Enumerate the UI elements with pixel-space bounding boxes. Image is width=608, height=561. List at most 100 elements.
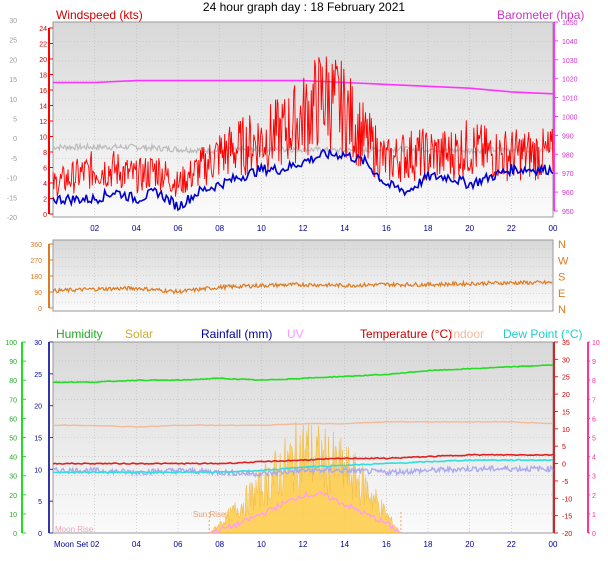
- uv-axis-tick: 1: [592, 512, 596, 519]
- x-tick: 14: [340, 224, 349, 233]
- baro-axis-tick: 960: [562, 190, 574, 197]
- temp-axis-tick: 15: [562, 409, 570, 416]
- humidity-axis-tick: 30: [9, 474, 17, 481]
- x-tick: 06: [174, 540, 183, 549]
- outer-axis-tick: 25: [9, 38, 17, 45]
- rain-axis-tick: 10: [34, 467, 42, 474]
- temp-axis-tick: 20: [562, 392, 570, 399]
- humidity-legend: Humidity: [56, 327, 103, 341]
- wind-axis-tick: 12: [39, 119, 47, 126]
- humidity-line: [52, 363, 554, 384]
- x-tick: 12: [299, 540, 308, 549]
- dir-axis-tick: 360: [30, 242, 42, 249]
- x-tick: 20: [465, 224, 474, 233]
- x-tick: 10: [257, 224, 266, 233]
- rain-axis-tick: 5: [38, 499, 42, 506]
- wind-axis-tick: 20: [39, 57, 47, 64]
- humidity-axis-tick: 100: [5, 340, 17, 347]
- x-tick: 10: [257, 540, 266, 549]
- baro-axis-tick: 1010: [562, 96, 578, 103]
- baro-axis-tick: 990: [562, 133, 574, 140]
- humidity-axis-tick: 60: [9, 416, 17, 423]
- windspeed-line: [52, 148, 554, 212]
- temp-axis-tick: -10: [562, 496, 572, 503]
- uv-axis-tick: 5: [592, 436, 596, 443]
- compass-label: N: [558, 304, 566, 316]
- rain-axis-tick: 25: [34, 372, 42, 379]
- outer-axis-tick: -5: [11, 156, 17, 163]
- temp-axis-tick: 5: [562, 444, 566, 451]
- wind-axis-tick: 18: [39, 73, 47, 80]
- x-tick: 08: [215, 540, 224, 549]
- x-tick: 00: [549, 224, 558, 233]
- x-tick: 00: [549, 540, 558, 549]
- x-tick: Moon Set 02: [54, 540, 100, 549]
- lavender-line: [52, 463, 554, 478]
- rain-axis-tick: 0: [38, 531, 42, 538]
- outer-axis-tick: 15: [9, 77, 17, 84]
- temp-axis-tick: -5: [562, 479, 568, 486]
- baro-axis-tick: 980: [562, 152, 574, 159]
- indoor-legend: Indoor: [450, 327, 485, 341]
- uv-axis-tick: 7: [592, 397, 596, 404]
- indoor-temp-line: [52, 420, 553, 428]
- x-tick: 22: [507, 224, 516, 233]
- baro-axis-tick: 1020: [562, 77, 578, 84]
- compass-label: E: [558, 288, 565, 300]
- dir-axis-tick: 0: [38, 306, 42, 313]
- wind-legend: Windspeed (kts): [56, 8, 143, 22]
- uv-axis-tick: 6: [592, 416, 596, 423]
- uv-axis-tick: 4: [592, 455, 596, 462]
- temp-axis-tick: -20: [562, 531, 572, 538]
- baro-legend: Barometer (hpa): [497, 8, 585, 22]
- dewpoint-line: [52, 458, 554, 474]
- humidity-axis-tick: 80: [9, 378, 17, 385]
- solar-area: [208, 421, 402, 534]
- x-tick: 14: [340, 540, 349, 549]
- x-tick: 22: [507, 540, 516, 549]
- baro-axis-tick: 950: [562, 209, 574, 216]
- rain-axis-tick: 20: [34, 404, 42, 411]
- humidity-axis-tick: 0: [13, 531, 17, 538]
- uv-axis-tick: 9: [592, 359, 596, 366]
- wind-axis-tick: 10: [39, 135, 47, 142]
- outer-axis-tick: 0: [13, 136, 17, 143]
- x-tick: 12: [299, 224, 308, 233]
- outer-axis-tick: 10: [9, 97, 17, 104]
- x-tick: 06: [174, 224, 183, 233]
- rain-axis-tick: 15: [34, 436, 42, 443]
- baro-axis-tick: 1000: [562, 115, 578, 122]
- rain-legend: Rainfall (mm): [201, 327, 273, 341]
- dir-axis-tick: 90: [34, 290, 42, 297]
- temp-legend: Temperature (°C): [360, 327, 453, 341]
- page-title: 24 hour graph day : 18 February 2021: [202, 0, 406, 14]
- compass-label: W: [558, 255, 569, 267]
- outer-axis-tick: -15: [7, 195, 17, 202]
- wind-axis-tick: 16: [39, 88, 47, 95]
- outer-axis-tick: 20: [9, 57, 17, 64]
- dir-axis-tick: 180: [30, 274, 42, 281]
- baro-axis-tick: 1030: [562, 58, 578, 65]
- uv-line: [209, 490, 402, 534]
- humidity-axis-tick: 40: [9, 455, 17, 462]
- x-tick: 16: [382, 540, 391, 549]
- dir-axis-tick: 270: [30, 258, 42, 265]
- x-tick: 18: [424, 224, 433, 233]
- x-tick: 18: [424, 540, 433, 549]
- uv-legend: UV: [287, 327, 304, 341]
- uv-axis-tick: 2: [592, 493, 596, 500]
- wind-axis-tick: 6: [43, 166, 47, 173]
- dew-legend: Dew Point (°C): [503, 327, 583, 341]
- wind-axis-tick: 2: [43, 197, 47, 204]
- temp-axis-tick: 25: [562, 375, 570, 382]
- uv-axis-tick: 3: [592, 474, 596, 481]
- baro-axis-tick: 970: [562, 171, 574, 178]
- temp-axis-tick: 35: [562, 340, 570, 347]
- baro-axis-tick: 1040: [562, 39, 578, 46]
- baro-line: [53, 79, 554, 95]
- x-tick: 04: [132, 540, 141, 549]
- wind-axis-tick: 14: [39, 104, 47, 111]
- temp-axis-tick: 10: [562, 427, 570, 434]
- uv-axis-tick: 8: [592, 378, 596, 385]
